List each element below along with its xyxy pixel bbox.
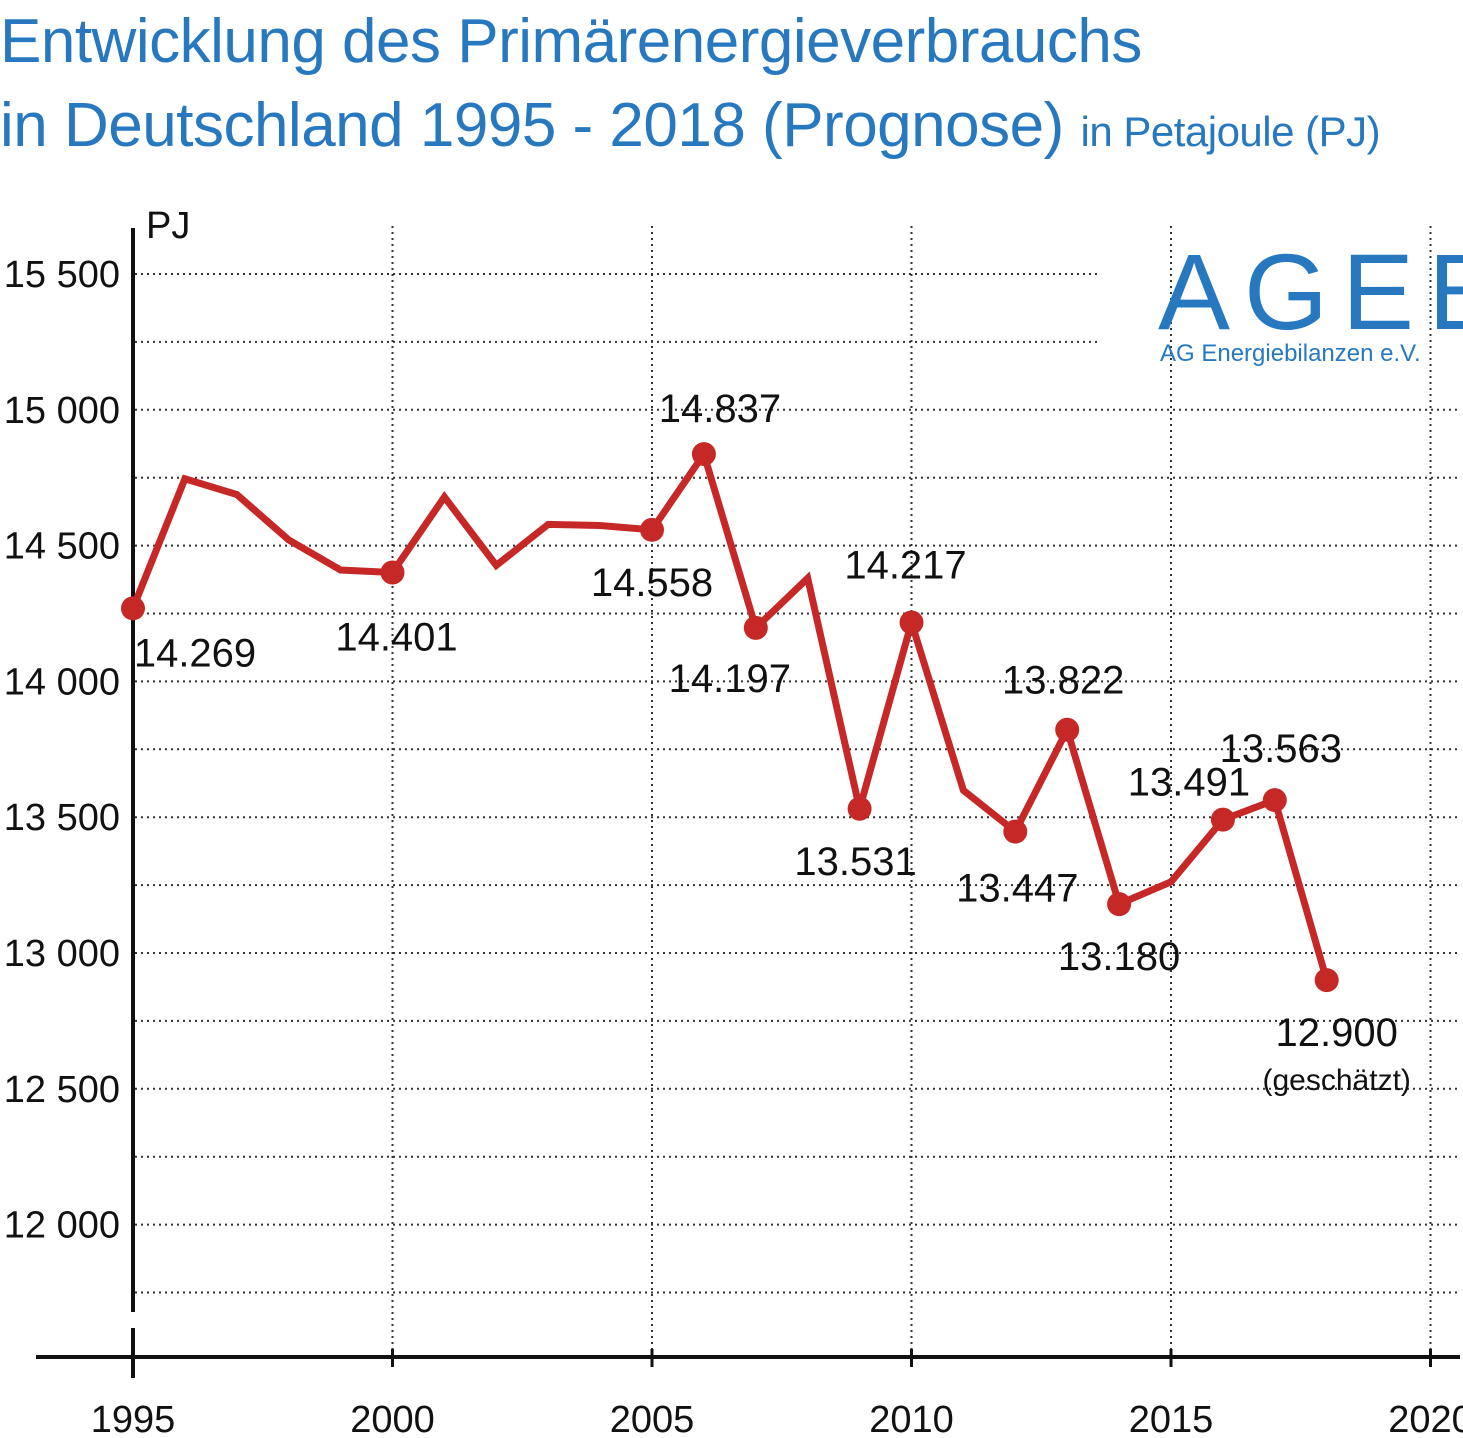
ageb-logo-subtitle: AG Energiebilanzen e.V. bbox=[1160, 340, 1421, 367]
data-label: 13.563 bbox=[1220, 727, 1342, 771]
data-point bbox=[1107, 892, 1132, 917]
y-tick-label: 14 500 bbox=[4, 526, 120, 568]
data-label: 14.837 bbox=[659, 387, 781, 431]
y-tick-label: 12 000 bbox=[4, 1205, 120, 1247]
series-line bbox=[129, 446, 1331, 982]
chart-title-main: in Deutschland 1995 - 2018 (Prognose) bbox=[0, 91, 1064, 160]
x-tick-label: 2005 bbox=[610, 1399, 695, 1438]
data-label: 14.558 bbox=[591, 561, 713, 605]
data-label: 13.822 bbox=[1002, 659, 1124, 703]
data-point bbox=[640, 517, 664, 542]
data-point bbox=[691, 442, 716, 467]
y-tick-label: 14 000 bbox=[4, 661, 120, 703]
y-tick-label: 12 500 bbox=[4, 1069, 120, 1111]
y-tick-label: 13 500 bbox=[4, 797, 120, 839]
data-point bbox=[847, 796, 872, 821]
data-label-note: (geschätzt) bbox=[1263, 1064, 1411, 1097]
data-point bbox=[1262, 788, 1287, 813]
chart-title-unit: in Petajoule (PJ) bbox=[1080, 108, 1381, 155]
data-point bbox=[899, 610, 924, 635]
data-point bbox=[1314, 968, 1339, 993]
data-label: 14.401 bbox=[335, 615, 457, 659]
data-point bbox=[121, 596, 145, 621]
data-label: 14.269 bbox=[134, 631, 256, 675]
ageb-logo: AGEB bbox=[1158, 231, 1463, 352]
x-tick-label: 2015 bbox=[1129, 1399, 1214, 1438]
y-axis-label: PJ bbox=[146, 205, 190, 247]
data-label: 13.447 bbox=[956, 867, 1078, 911]
y-tick-label: 15 000 bbox=[4, 390, 120, 432]
data-label: 14.197 bbox=[669, 657, 791, 701]
data-point bbox=[1055, 717, 1080, 742]
data-label: 13.180 bbox=[1058, 935, 1180, 979]
y-tick-label: 15 500 bbox=[4, 254, 120, 296]
chart-title-line2: in Deutschland 1995 - 2018 (Prognose) in… bbox=[0, 90, 1381, 161]
x-tick-label: 2010 bbox=[869, 1399, 954, 1438]
data-label: 13.491 bbox=[1128, 761, 1250, 805]
data-point bbox=[1210, 807, 1235, 832]
x-tick-label: 1995 bbox=[91, 1399, 176, 1438]
data-point bbox=[1003, 819, 1028, 844]
data-label: 12.900 bbox=[1276, 1011, 1398, 1055]
x-tick-label: 2000 bbox=[350, 1399, 435, 1438]
data-label: 14.217 bbox=[844, 543, 966, 587]
data-label: 13.531 bbox=[794, 840, 916, 884]
x-tick-label: 2020 bbox=[1388, 1399, 1463, 1438]
data-point bbox=[380, 560, 405, 585]
data-point bbox=[743, 615, 768, 640]
y-tick-label: 13 000 bbox=[4, 933, 120, 975]
chart-title-line1: Entwicklung des Primärenergieverbrauchs bbox=[0, 7, 1142, 76]
